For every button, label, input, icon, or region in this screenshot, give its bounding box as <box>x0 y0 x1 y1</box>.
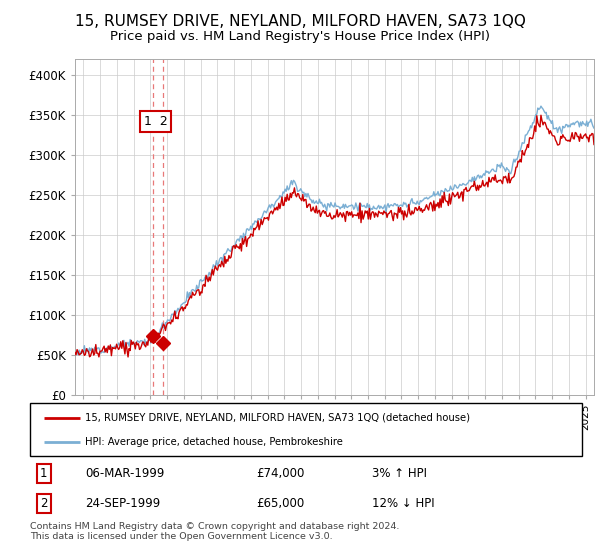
Text: 12% ↓ HPI: 12% ↓ HPI <box>372 497 435 510</box>
FancyBboxPatch shape <box>30 403 582 456</box>
Text: 3% ↑ HPI: 3% ↑ HPI <box>372 467 427 480</box>
Text: 1  2: 1 2 <box>143 115 167 128</box>
Text: 2: 2 <box>40 497 47 510</box>
Text: Price paid vs. HM Land Registry's House Price Index (HPI): Price paid vs. HM Land Registry's House … <box>110 30 490 43</box>
Text: 15, RUMSEY DRIVE, NEYLAND, MILFORD HAVEN, SA73 1QQ (detached house): 15, RUMSEY DRIVE, NEYLAND, MILFORD HAVEN… <box>85 413 470 423</box>
Text: 24-SEP-1999: 24-SEP-1999 <box>85 497 160 510</box>
Text: 06-MAR-1999: 06-MAR-1999 <box>85 467 164 480</box>
Text: 15, RUMSEY DRIVE, NEYLAND, MILFORD HAVEN, SA73 1QQ: 15, RUMSEY DRIVE, NEYLAND, MILFORD HAVEN… <box>74 14 526 29</box>
Text: £74,000: £74,000 <box>256 467 305 480</box>
Text: Contains HM Land Registry data © Crown copyright and database right 2024.
This d: Contains HM Land Registry data © Crown c… <box>30 522 400 542</box>
Text: 1: 1 <box>40 467 47 480</box>
Text: £65,000: £65,000 <box>256 497 305 510</box>
Text: HPI: Average price, detached house, Pembrokeshire: HPI: Average price, detached house, Pemb… <box>85 437 343 447</box>
